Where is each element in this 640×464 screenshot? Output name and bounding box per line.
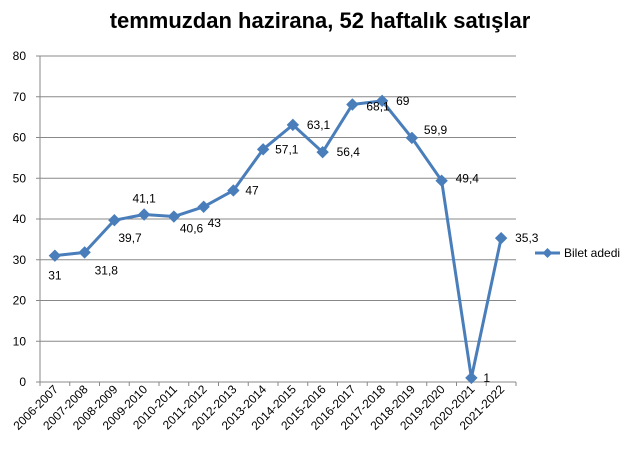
legend-marker [542, 248, 553, 258]
data-point [137, 208, 151, 221]
data-point [465, 371, 478, 385]
data-point [316, 145, 329, 159]
data-label: 41,1 [132, 192, 156, 206]
y-tick-label: 0 [19, 375, 26, 389]
data-label: 69 [396, 94, 410, 108]
y-tick-label: 10 [13, 334, 27, 348]
data-point [78, 246, 91, 259]
y-tick-label: 20 [13, 294, 27, 308]
y-tick-label: 50 [13, 171, 27, 185]
y-tick-label: 70 [13, 90, 27, 104]
data-label: 40,6 [180, 222, 204, 236]
y-tick-label: 80 [13, 49, 27, 63]
data-label: 49,4 [456, 172, 480, 186]
y-tick-label: 60 [13, 131, 27, 145]
data-point [375, 94, 389, 108]
data-point [256, 143, 270, 156]
data-point [227, 184, 240, 197]
data-point [405, 131, 419, 145]
series-line [54, 99, 503, 380]
legend: Bilet adedi [535, 246, 620, 260]
data-label: 31,8 [95, 263, 119, 277]
data-label: 31 [48, 269, 62, 283]
data-labels: 31 31,8 39,7 41,1 40,6 43 47 57,1 63,1 56,4 68,1 69… [48, 94, 539, 385]
data-point [435, 174, 448, 187]
chart-title: temmuzdan hazirana, 52 haftalık satışlar [109, 8, 531, 33]
data-point [286, 118, 300, 132]
data-label: 59,9 [424, 123, 448, 137]
y-tick-label: 30 [13, 253, 27, 267]
data-label: 47 [245, 183, 259, 197]
x-axis-ticks: 2006-20072007-20082008-20092009-20102010… [11, 382, 517, 433]
data-label: 56,4 [337, 145, 361, 159]
data-point [108, 214, 121, 227]
data-point [346, 98, 359, 111]
y-axis-ticks: 0 10 20 30 40 50 60 70 80 [13, 49, 40, 389]
data-label: 63,1 [307, 118, 331, 132]
data-point [48, 249, 62, 262]
data-point [197, 200, 210, 213]
data-label: 39,7 [118, 231, 142, 245]
data-label: 43 [208, 216, 222, 230]
data-label: 68,1 [366, 99, 390, 113]
y-tick-label: 40 [13, 212, 27, 226]
data-label: 35,3 [515, 231, 539, 245]
series-bilet-adedi [48, 94, 508, 385]
data-label: 57,1 [275, 142, 299, 156]
data-point [167, 210, 181, 223]
data-label: 1 [483, 371, 490, 385]
legend-label: Bilet adedi [564, 246, 620, 260]
data-point [494, 231, 508, 245]
